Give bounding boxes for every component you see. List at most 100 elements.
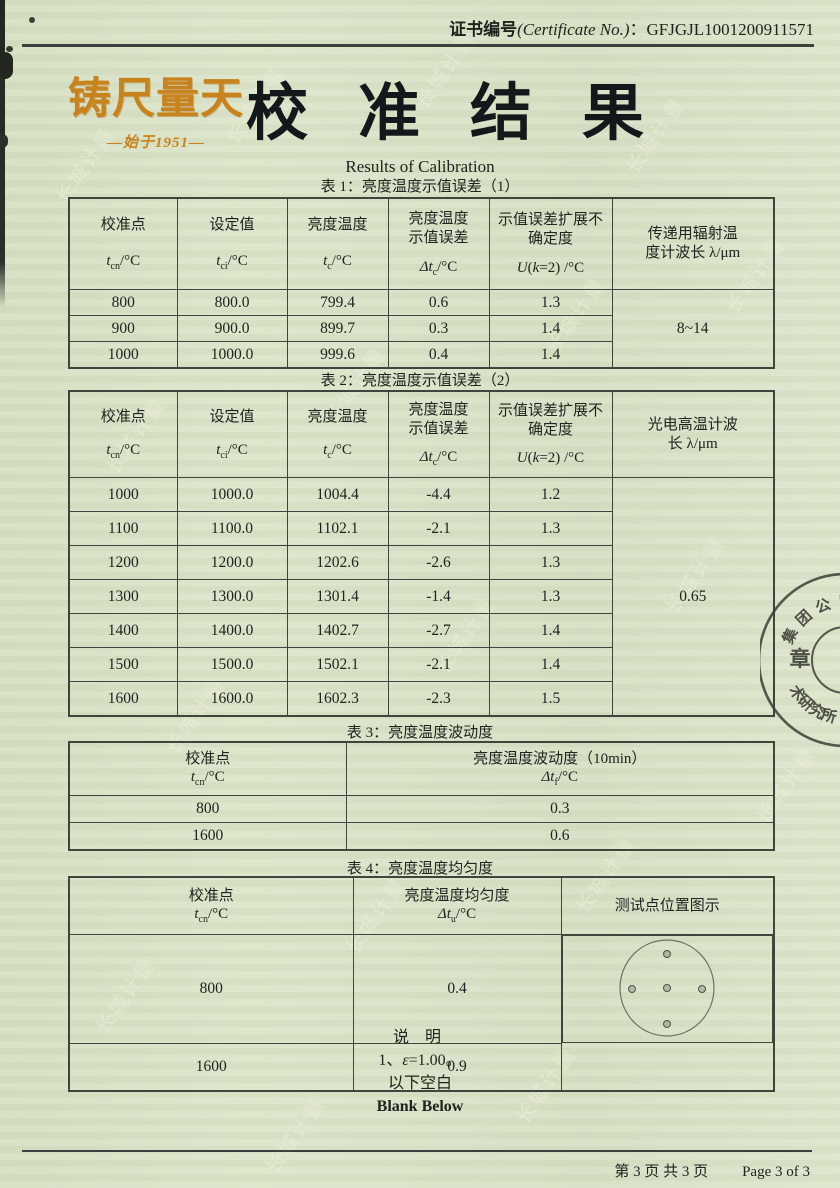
cell: -2.3 <box>387 681 490 717</box>
table-row: 1000 1000.0 999.6 0.4 1.4 <box>68 341 774 369</box>
cell: -2.1 <box>387 511 490 546</box>
scan-edge-blob <box>0 134 8 148</box>
header-label: 确定度 <box>527 422 573 438</box>
cell: 1.3 <box>488 289 613 316</box>
svg-text:团: 团 <box>793 607 816 630</box>
page-subtitle: Results of Calibration <box>345 157 495 176</box>
col-header-expanded-uncertainty: 示值误差扩展不 确定度 U(k=2) /°C <box>488 197 613 290</box>
col-header-fluctuation: 亮度温度波动度（10min） Δtf/°C <box>345 741 775 796</box>
header-label: 亮度温度 <box>307 408 368 425</box>
cell: 1004.4 <box>286 477 389 512</box>
certificate-label-en: (Certificate No.) <box>517 20 630 39</box>
header-label: 校准点 <box>100 408 146 425</box>
col-header-indication-error: 亮度温度 示值误差 Δtc/°C <box>387 390 490 478</box>
cell: 1400.0 <box>176 613 288 648</box>
certificate-colon: ： <box>629 20 647 39</box>
table-header-row: 校准点 tcn/°C 亮度温度波动度（10min） Δtf/°C <box>68 741 775 796</box>
table1-caption: 表 1：亮度温度示值误差（1） <box>320 179 520 195</box>
header-label: 亮度温度均匀度 <box>404 888 510 904</box>
header-label: 设定值 <box>209 408 255 425</box>
certificate-number-line: 证书编号(Certificate No.)：GFJGJL100120091157… <box>449 15 814 40</box>
table-row: 1400 1400.0 1402.7 -2.7 1.4 <box>68 613 774 648</box>
seal-stamp-icon: 集 团 公 司 章 术 研 究 所 <box>760 572 840 748</box>
header-symbol: tcn/°C <box>106 252 141 272</box>
svg-text:公: 公 <box>813 596 833 617</box>
cell: 0.4 <box>387 341 490 369</box>
cell: 800 <box>68 795 347 823</box>
note-line-epsilon: 1、ε=1.00。 <box>378 1052 462 1069</box>
cell: 1102.1 <box>286 511 389 546</box>
cell: 1.4 <box>488 613 613 648</box>
table-indication-error-2: 校准点 tcn/°C 设定值 tci/°C 亮度温度 tc/°C 亮度温度 示值… <box>68 390 775 717</box>
cell: 1402.7 <box>286 613 389 648</box>
cell: 800 <box>68 934 354 1044</box>
table-uniformity: 校准点 tcn/°C 亮度温度均匀度 Δtu/°C 测试点位置图示 800 0.… <box>68 876 775 1092</box>
header-symbol: tci/°C <box>216 442 248 462</box>
col-header-calibration-point: 校准点 tcn/°C <box>68 197 178 290</box>
table3-caption: 表 3：亮度温度波动度 <box>346 725 494 741</box>
cell: 999.6 <box>286 341 389 369</box>
header-label: 示值误差扩展不 <box>497 403 603 419</box>
brand-logo-text: 铸尺量天 <box>68 74 244 124</box>
test-point-diagram-cell <box>561 935 773 1043</box>
table-row: 800 800.0 799.4 0.6 1.3 8~14 <box>68 289 775 369</box>
cell: 1602.3 <box>286 681 389 717</box>
cell: 1.3 <box>488 579 613 614</box>
cell: 1502.1 <box>286 647 389 682</box>
cell: 899.7 <box>286 315 389 342</box>
header-label: 传递用辐射温 <box>647 226 738 242</box>
table-fluctuation: 校准点 tcn/°C 亮度温度波动度（10min） Δtf/°C 800 0.3… <box>68 741 775 851</box>
col-header-luminance-temperature: 亮度温度 tc/°C <box>286 197 389 290</box>
scan-speck <box>6 46 13 52</box>
header-label: 亮度温度 <box>408 211 469 227</box>
header-label: 光电高温计波 <box>647 416 738 433</box>
svg-text:章: 章 <box>790 647 811 671</box>
header-symbol: Δtu/°C <box>437 906 477 925</box>
table-row: 1100 1100.0 1102.1 -2.1 1.3 <box>68 511 774 546</box>
brand-logo-slogan: —始于1951— <box>106 135 205 152</box>
header-symbol: Δtc/°C <box>419 448 458 468</box>
certificate-number: GFJGJL1001200911571 <box>646 20 815 39</box>
header-label: 校准点 <box>188 888 234 904</box>
header-symbol: U(k=2) /°C <box>516 450 585 466</box>
svg-text:集: 集 <box>778 624 801 647</box>
cell: 799.4 <box>286 289 389 316</box>
table-header-row: 校准点 tcn/°C 亮度温度均匀度 Δtu/°C 测试点位置图示 <box>68 876 775 935</box>
cell: 1500.0 <box>176 647 288 682</box>
cell: 0.3 <box>345 795 775 823</box>
scan-edge-strip <box>0 0 5 308</box>
header-rule <box>22 44 814 47</box>
cell: 1000.0 <box>176 477 288 512</box>
table-row: 1500 1500.0 1502.1 -2.1 1.4 <box>68 647 774 682</box>
col-header-set-value: 设定值 tci/°C <box>176 390 288 478</box>
header-label: 示值误差扩展不 <box>497 211 603 228</box>
table-indication-error-1: 校准点 tcn/°C 设定值 tci/°C 亮度温度 tc/°C 亮度温度 示值… <box>68 197 775 369</box>
table-row: 1600 0.6 <box>68 822 775 851</box>
header-label: 亮度温度 <box>408 402 469 419</box>
cell: 1301.4 <box>286 579 389 614</box>
header-symbol: tcn/°C <box>106 442 141 462</box>
cell: 1600.0 <box>176 681 288 717</box>
note-blank-cn: 以下空白 <box>387 1075 452 1092</box>
page-number-en: Page 3 of 3 <box>742 1164 810 1180</box>
header-symbol: tcn/°C <box>190 769 225 788</box>
header-label: 示值误差 <box>408 230 469 246</box>
table-row: 800 0.3 <box>68 795 775 823</box>
header-symbol: Δtf/°C <box>541 769 579 788</box>
table-row: 1600 0.9 <box>68 1042 774 1091</box>
svg-text:司: 司 <box>838 594 840 611</box>
cell: 1600 <box>68 1042 354 1091</box>
cell: 0.6 <box>345 822 775 851</box>
notes-title: 说 明 <box>392 1029 447 1046</box>
footer-rule <box>22 1150 812 1152</box>
col-header-luminance-temperature: 亮度温度 tc/°C <box>286 390 389 478</box>
cell: 1.3 <box>488 545 613 580</box>
header-symbol: tc/°C <box>323 252 352 272</box>
table2-caption: 表 2：亮度温度示值误差（2） <box>320 373 520 389</box>
cell: 1300.0 <box>176 579 288 614</box>
header-label: 度计波长 λ/μm <box>645 245 741 261</box>
col-header-calibration-point: 校准点 tcn/°C <box>68 741 347 796</box>
col-header-transfer-pyrometer-wavelength: 传递用辐射温 度计波长 λ/μm <box>611 197 775 290</box>
table-row: 900 900.0 899.7 0.3 1.4 <box>68 315 774 342</box>
cell: 0.6 <box>387 289 490 316</box>
